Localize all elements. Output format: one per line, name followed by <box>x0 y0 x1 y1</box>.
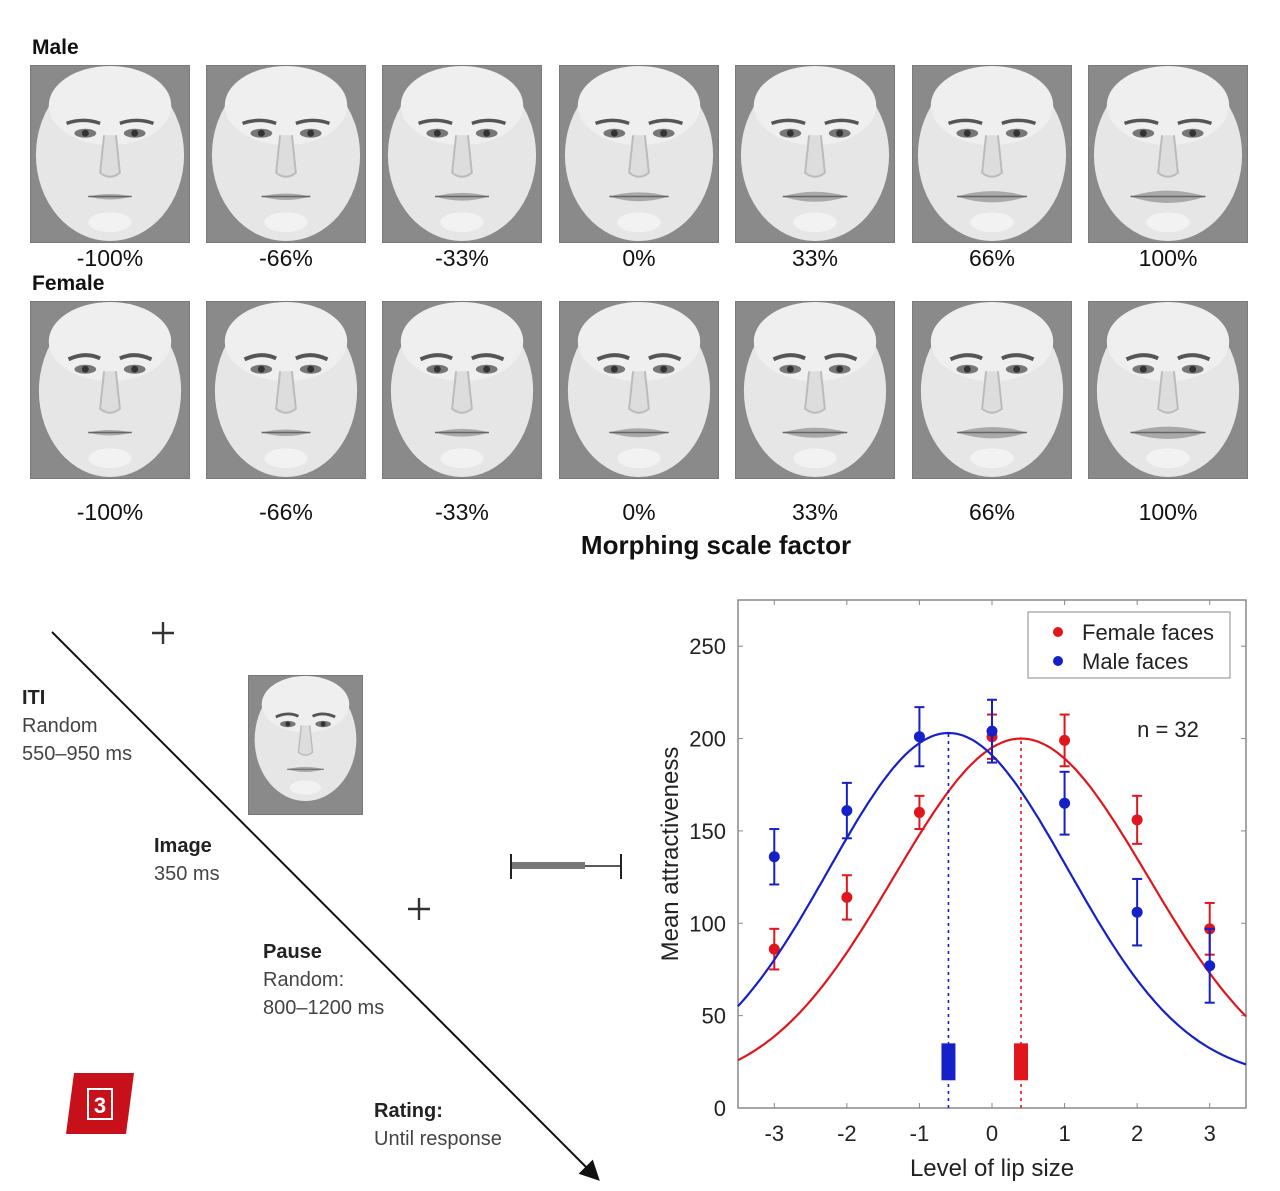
legend-label: Female faces <box>1082 620 1214 645</box>
x-tick-label: -2 <box>837 1121 857 1146</box>
data-point <box>768 943 780 955</box>
y-tick-label: 50 <box>702 1004 726 1029</box>
male-face-image <box>559 65 719 243</box>
male-face-image <box>735 65 895 243</box>
step-iti: ITI Random 550–950 ms <box>22 684 132 768</box>
badge-number: 3 <box>94 1093 106 1118</box>
badge-shape <box>66 1073 134 1134</box>
step-iti-line2: 550–950 ms <box>22 743 133 765</box>
peak-marker <box>1014 1043 1029 1081</box>
data-point <box>1059 797 1071 809</box>
step-pause-title: Pause <box>263 941 322 963</box>
female-morph-label: -100% <box>76 499 144 525</box>
female-faces-row <box>30 301 1250 479</box>
x-tick-label: 2 <box>1131 1121 1143 1146</box>
step-rating-title: Rating: <box>374 1100 443 1122</box>
male-face-image <box>206 65 366 243</box>
female-morph-label: 33% <box>791 499 839 525</box>
data-point <box>1204 960 1216 972</box>
y-axis-label: Mean attractiveness <box>657 747 684 962</box>
rating-scale <box>510 854 622 879</box>
female-face-image <box>912 301 1072 479</box>
female-face-image <box>206 301 366 479</box>
female-face-image <box>1088 301 1248 479</box>
legend-box <box>1027 611 1231 679</box>
male-face-image <box>382 65 542 243</box>
female-morph-label: 0% <box>622 499 656 525</box>
data-point <box>986 725 998 737</box>
morphing-axis-label: Morphing scale factor <box>580 530 852 560</box>
female-face-image <box>382 301 542 479</box>
y-tick-label: 150 <box>689 819 726 844</box>
legend-marker <box>1053 656 1063 666</box>
male-morph-label: -100% <box>76 245 144 271</box>
y-tick-label: 200 <box>689 727 726 752</box>
timeline-face-image <box>248 675 363 815</box>
male-row-label: Male <box>32 36 79 59</box>
female-morph-label: 66% <box>968 499 1016 525</box>
y-tick-label: 100 <box>689 911 726 936</box>
sample-size-annotation: n = 32 <box>1137 717 1199 742</box>
step-image-line1: 350 ms <box>154 863 220 885</box>
peak-marker <box>941 1043 956 1081</box>
timeline-diagram <box>51 622 622 1181</box>
data-point <box>841 805 853 817</box>
x-tick-label: -3 <box>765 1121 785 1146</box>
data-point <box>768 851 780 863</box>
data-point <box>841 891 853 903</box>
female-face-image <box>30 301 190 479</box>
step-pause-line1: Random: <box>263 969 345 991</box>
data-point <box>913 806 925 818</box>
female-morph-label: -66% <box>259 499 313 525</box>
step-rating: Rating: Until response <box>374 1097 502 1153</box>
fixation-cross-2 <box>408 898 430 920</box>
attractiveness-chart: 0 50 100 150 200 250 -3 -2 -1 0 1 2 3 Level of lip si… <box>657 599 1247 1182</box>
male-face-image <box>1088 65 1248 243</box>
female-row-label: Female <box>32 272 105 295</box>
time-arrow <box>51 631 600 1181</box>
x-tick-label: 3 <box>1204 1121 1216 1146</box>
step-iti-title: ITI <box>22 687 46 709</box>
data-point <box>1131 906 1143 918</box>
x-tick-label: 0 <box>986 1121 998 1146</box>
y-tick-label: 0 <box>714 1096 726 1121</box>
step-iti-line1: Random <box>22 715 98 737</box>
data-point <box>1059 734 1071 746</box>
data-point <box>1131 814 1143 826</box>
x-tick-label: -1 <box>910 1121 930 1146</box>
x-axis-label: Level of lip size <box>910 1155 1074 1182</box>
figure-badge: 3 <box>66 1073 134 1134</box>
step-rating-line1: Until response <box>374 1128 502 1150</box>
female-pct-row: -100% -66% -33% 0% 33% 66% 100% <box>30 499 1250 529</box>
female-face-image <box>559 301 719 479</box>
x-tick-label: 1 <box>1058 1121 1070 1146</box>
male-morph-label: 66% <box>968 245 1016 271</box>
male-face-image <box>30 65 190 243</box>
legend-label: Male faces <box>1082 649 1188 674</box>
data-point <box>913 731 925 743</box>
step-image-title: Image <box>154 835 212 857</box>
y-tick-label: 250 <box>689 634 726 659</box>
fixation-cross-1 <box>152 622 174 644</box>
male-morph-label: -33% <box>435 245 489 271</box>
female-face-image <box>735 301 895 479</box>
legend-marker <box>1053 627 1063 637</box>
plot-frame <box>737 599 1247 1109</box>
male-morph-label: -66% <box>259 245 313 271</box>
step-pause-line2: 800–1200 ms <box>263 997 385 1019</box>
male-morph-label: 0% <box>622 245 656 271</box>
male-morph-label: 100% <box>1138 245 1198 271</box>
female-morph-label: -33% <box>435 499 489 525</box>
step-pause: Pause Random: 800–1200 ms <box>263 938 384 1022</box>
female-morph-label: 100% <box>1138 499 1198 525</box>
male-morph-label: 33% <box>791 245 839 271</box>
step-image: Image 350 ms <box>154 832 220 888</box>
male-pct-row: -100% -66% -33% 0% 33% 66% 100% <box>30 245 1250 275</box>
male-face-image <box>912 65 1072 243</box>
male-faces-row <box>30 65 1250 243</box>
